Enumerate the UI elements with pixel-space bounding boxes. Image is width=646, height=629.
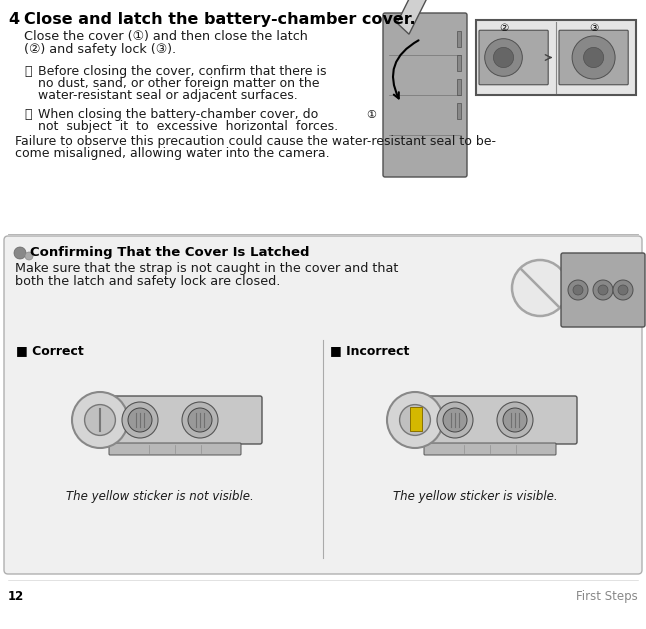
Text: ■ Incorrect: ■ Incorrect [330,344,410,357]
Text: ①: ① [366,110,376,120]
Text: come misaligned, allowing water into the camera.: come misaligned, allowing water into the… [15,147,329,160]
Circle shape [593,280,613,300]
Text: Close the cover (①) and then close the latch: Close the cover (①) and then close the l… [24,30,308,43]
Circle shape [85,404,116,435]
Bar [457,103,461,119]
Bar [457,79,461,95]
FancyBboxPatch shape [559,30,628,85]
Text: The yellow sticker is not visible.: The yellow sticker is not visible. [66,490,254,503]
Circle shape [598,285,608,295]
Circle shape [122,402,158,438]
Circle shape [494,47,514,67]
FancyBboxPatch shape [476,20,636,95]
Bar [457,55,461,71]
FancyBboxPatch shape [383,13,467,177]
Text: (②) and safety lock (③).: (②) and safety lock (③). [24,43,176,56]
Text: First Steps: First Steps [576,590,638,603]
Text: When closing the battery-chamber cover, do: When closing the battery-chamber cover, … [38,108,318,121]
Circle shape [128,408,152,432]
Text: 4: 4 [8,12,19,27]
Circle shape [437,402,473,438]
Circle shape [14,247,26,259]
Circle shape [572,36,615,79]
FancyBboxPatch shape [424,443,556,455]
Text: Before closing the cover, confirm that there is: Before closing the cover, confirm that t… [38,65,326,78]
Circle shape [400,404,430,435]
Text: not  subject  it  to  excessive  horizontal  forces.: not subject it to excessive horizontal f… [38,120,338,133]
Circle shape [497,402,533,438]
Circle shape [25,252,33,260]
FancyBboxPatch shape [109,443,241,455]
Circle shape [72,392,128,448]
Circle shape [387,392,443,448]
FancyBboxPatch shape [4,236,642,574]
Text: ⓘ: ⓘ [24,108,32,121]
Text: both the latch and safety lock are closed.: both the latch and safety lock are close… [15,275,280,288]
Text: ②: ② [499,23,508,33]
Bar [410,407,422,431]
Circle shape [188,408,212,432]
Circle shape [583,47,603,67]
Text: Make sure that the strap is not caught in the cover and that: Make sure that the strap is not caught i… [15,262,399,275]
Text: Confirming That the Cover Is Latched: Confirming That the Cover Is Latched [30,246,309,259]
Circle shape [613,280,633,300]
Text: 12: 12 [8,590,25,603]
Text: no dust, sand, or other foreign matter on the: no dust, sand, or other foreign matter o… [38,77,320,90]
Circle shape [503,408,527,432]
Circle shape [182,402,218,438]
Circle shape [484,39,523,76]
FancyBboxPatch shape [88,396,262,444]
FancyBboxPatch shape [561,253,645,327]
Text: Failure to observe this precaution could cause the water-resistant seal to be-: Failure to observe this precaution could… [15,135,496,148]
Circle shape [568,280,588,300]
Text: ③: ③ [589,23,598,33]
Polygon shape [397,0,443,34]
Circle shape [618,285,628,295]
Circle shape [573,285,583,295]
Text: ⓘ: ⓘ [24,65,32,78]
Circle shape [443,408,467,432]
Circle shape [512,260,568,316]
Text: water-resistant seal or adjacent surfaces.: water-resistant seal or adjacent surface… [38,89,298,102]
Text: The yellow sticker is visible.: The yellow sticker is visible. [393,490,557,503]
Text: Close and latch the battery-chamber cover.: Close and latch the battery-chamber cove… [24,12,415,27]
FancyBboxPatch shape [403,396,577,444]
Bar [457,31,461,47]
FancyBboxPatch shape [479,30,548,85]
Text: ■ Correct: ■ Correct [16,344,84,357]
